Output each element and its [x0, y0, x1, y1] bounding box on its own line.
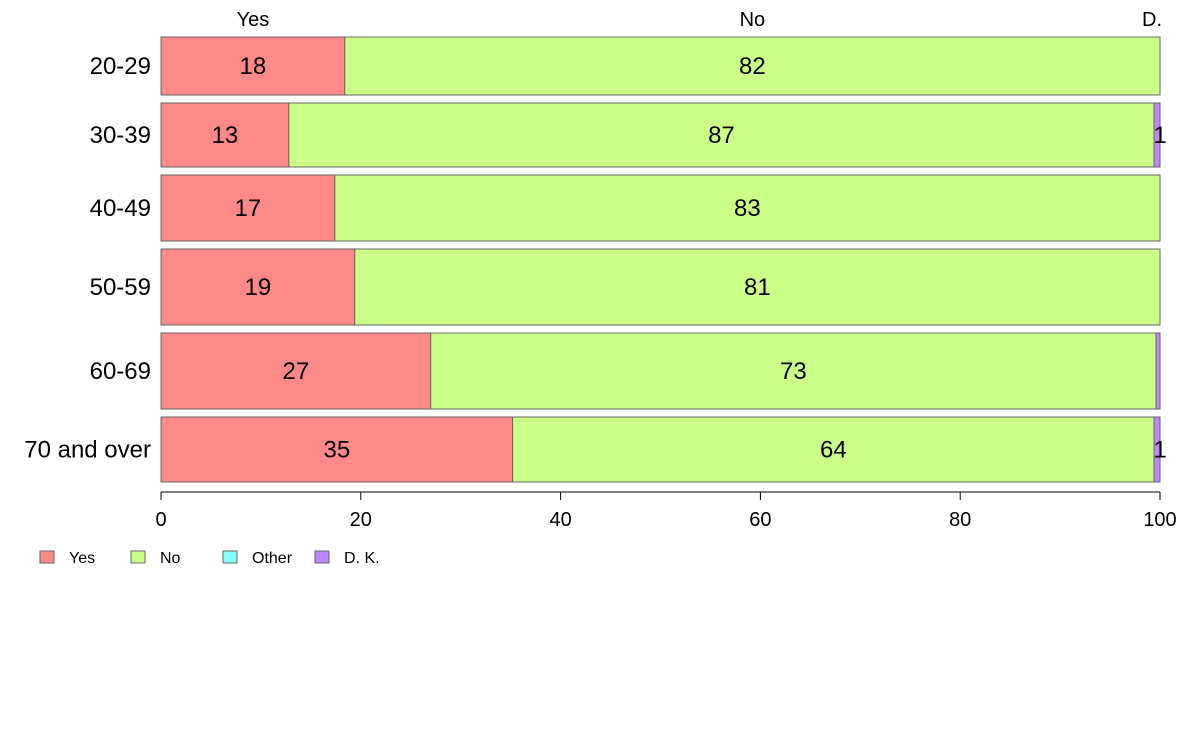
x-tick-label: 80 [949, 509, 971, 531]
data-label: 1 [1153, 122, 1166, 149]
bar-segment-yes [160, 332, 432, 410]
data-label: 64 [820, 437, 847, 464]
category-label: 50-59 [90, 274, 151, 301]
data-label: 19 [245, 274, 272, 301]
data-label: 18 [240, 53, 267, 80]
legend-swatch [39, 550, 55, 564]
x-tick-label: 100 [1143, 509, 1176, 531]
top-segment-label: No [740, 9, 766, 31]
data-label: 27 [283, 358, 310, 385]
legend-label: No [160, 550, 181, 567]
category-label: 70 and over [24, 437, 151, 464]
legend-label: D. K. [344, 550, 380, 567]
x-tick-label: 60 [749, 509, 771, 531]
bar-segment-d-k [1153, 416, 1161, 483]
data-label: 83 [734, 195, 761, 222]
x-tick-label: 40 [549, 509, 571, 531]
top-segment-label: Yes [237, 9, 270, 31]
legend-swatch [314, 550, 330, 564]
data-label: 1 [1153, 437, 1166, 464]
category-label: 40-49 [90, 195, 151, 222]
data-label: 35 [323, 437, 350, 464]
category-label: 30-39 [90, 122, 151, 149]
bar-segment-yes [160, 248, 356, 326]
data-label: 81 [744, 274, 771, 301]
bar-segment-no [430, 332, 1157, 410]
bar-segment-yes [160, 416, 514, 483]
x-tick-label: 20 [350, 509, 372, 531]
data-label: 73 [780, 358, 807, 385]
data-label: 17 [235, 195, 262, 222]
x-tick-label: 0 [155, 509, 166, 531]
bar-segment-yes [160, 174, 336, 242]
category-label: 60-69 [90, 358, 151, 385]
bar-segment-no [354, 248, 1161, 326]
legend-swatch [130, 550, 146, 564]
bar-segment-d-k [1155, 332, 1161, 410]
bar-segment-yes [160, 102, 290, 168]
bar-segment-yes [160, 36, 346, 96]
bar-segment-no [344, 36, 1161, 96]
data-label: 82 [739, 53, 766, 80]
bar-segment-d-k [1153, 102, 1161, 168]
legend-swatch [222, 550, 238, 564]
bar-segment-no [512, 416, 1155, 483]
data-label: 13 [212, 122, 239, 149]
bar-segment-no [334, 174, 1161, 242]
bar-segment-no [288, 102, 1155, 168]
legend-label: Other [252, 550, 293, 567]
legend-label: Yes [69, 550, 95, 567]
top-segment-label: D. [1142, 9, 1162, 31]
data-label: 87 [708, 122, 735, 149]
category-label: 20-29 [90, 53, 151, 80]
